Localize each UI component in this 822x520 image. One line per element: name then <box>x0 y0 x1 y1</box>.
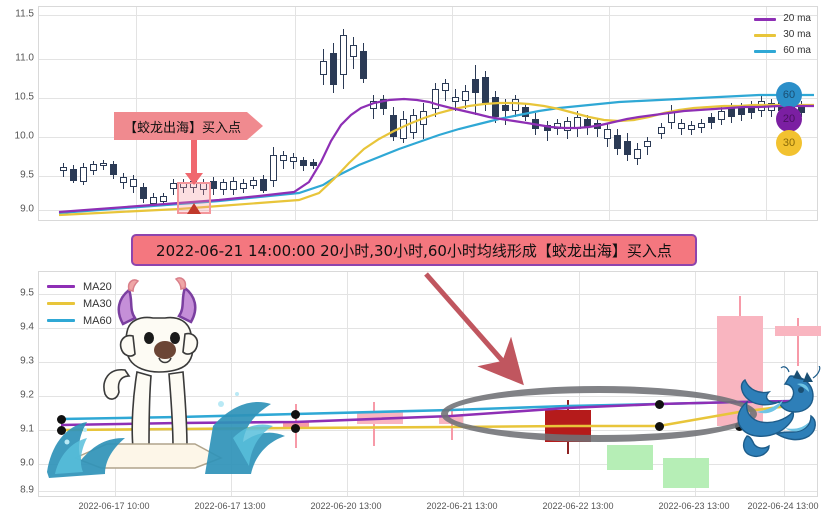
legend-item-ma20: MA20 <box>47 278 112 295</box>
legend-label: 60 ma <box>783 45 811 56</box>
gridline <box>695 272 696 496</box>
gridline <box>39 210 817 211</box>
surfing-dog-wave-image <box>47 277 285 478</box>
ma-point-marker <box>57 426 66 435</box>
top-chart-legend: 20 ma 30 ma 60 ma <box>754 12 811 60</box>
bottom-chart-panel: 9.5 9.4 9.3 9.2 9.1 9.0 8.9 <box>0 268 822 520</box>
gridline <box>579 272 580 496</box>
buy-signal-triangle-icon <box>187 203 201 214</box>
y-tick: 11.0 <box>15 52 34 64</box>
candle-body <box>775 326 821 336</box>
buy-point-callout: 【蛟龙出海】买入点 <box>114 112 264 140</box>
legend-swatch-30ma <box>754 33 777 37</box>
gridline <box>39 59 817 60</box>
badge-30ma: 30 <box>776 130 802 156</box>
bottom-chart-legend: MA20 MA30 MA60 <box>47 278 112 329</box>
y-tick: 9.3 <box>20 355 34 367</box>
callout-arrow-head-icon <box>247 112 264 140</box>
candle-wick <box>797 318 799 366</box>
gridline <box>39 15 817 16</box>
y-tick: 9.5 <box>20 287 34 299</box>
top-ma-lines <box>58 93 814 217</box>
gridline <box>609 7 610 220</box>
legend-item-ma30: MA30 <box>47 295 112 312</box>
legend-item-ma60: MA60 <box>47 312 112 329</box>
legend-label: 30 ma <box>783 29 811 40</box>
legend-item-30ma: 30 ma <box>754 28 811 42</box>
gridline <box>39 137 817 138</box>
gridline <box>39 98 817 99</box>
bottom-chart-y-axis: 9.5 9.4 9.3 9.2 9.1 9.0 8.9 <box>0 268 34 496</box>
y-tick: 11.5 <box>15 8 34 20</box>
top-chart-y-axis: 11.5 11.0 10.5 10.0 9.5 9.0 <box>0 0 34 230</box>
legend-label: MA60 <box>83 314 112 327</box>
gridline <box>39 464 817 465</box>
gridline <box>231 272 232 496</box>
callout-stem <box>191 140 197 176</box>
signal-banner: 2022-06-21 14:00:00 20小时,30小时,60小时均线形成【蛟… <box>131 234 697 266</box>
legend-swatch-60ma <box>754 49 777 53</box>
ma-point-marker <box>291 424 300 433</box>
y-tick: 9.0 <box>20 457 34 469</box>
legend-swatch-ma60 <box>47 319 75 322</box>
legend-swatch-ma20 <box>47 285 75 288</box>
candle-body <box>663 458 709 488</box>
gridline <box>295 7 296 220</box>
badge-60ma: 60 <box>776 82 802 108</box>
y-tick: 8.9 <box>20 484 34 496</box>
legend-swatch-ma30 <box>47 302 75 305</box>
ma-point-marker <box>291 410 300 419</box>
y-tick: 9.0 <box>20 203 34 215</box>
badge-20ma: 20 <box>776 106 802 132</box>
callout-down-arrow-icon <box>185 173 203 185</box>
x-tick: 2022-06-24 13:00 <box>747 501 819 511</box>
y-tick: 10.5 <box>14 91 34 103</box>
x-tick: 2022-06-22 13:00 <box>542 501 614 511</box>
legend-swatch-20ma <box>754 17 777 21</box>
candle-wick <box>373 402 375 446</box>
gridline <box>39 396 817 397</box>
gridline <box>39 491 817 492</box>
x-tick: 2022-06-20 13:00 <box>310 501 382 511</box>
gridline <box>766 7 767 220</box>
x-tick: 2022-06-17 10:00 <box>78 501 150 511</box>
x-tick: 2022-06-17 13:00 <box>194 501 266 511</box>
blue-dragon-image <box>737 366 821 458</box>
bottom-chart-x-axis: 2022-06-17 10:00 2022-06-17 13:00 2022-0… <box>38 501 818 517</box>
legend-label: MA20 <box>83 280 112 293</box>
gridline <box>452 7 453 220</box>
gridline <box>463 272 464 496</box>
y-tick: 9.5 <box>20 169 34 181</box>
top-chart-panel: 11.5 11.0 10.5 10.0 9.5 9.0 <box>0 0 822 230</box>
candle-body <box>607 445 653 470</box>
legend-label: MA30 <box>83 297 112 310</box>
callout-label: 【蛟龙出海】买入点 <box>124 120 242 136</box>
signal-banner-text: 2022-06-21 14:00:00 20小时,30小时,60小时均线形成【蛟… <box>156 241 672 260</box>
top-chart-plot: 【蛟龙出海】买入点 20 ma 30 ma 60 ma <box>38 6 818 221</box>
y-tick: 9.1 <box>20 423 34 435</box>
y-tick: 9.2 <box>20 389 34 401</box>
x-tick: 2022-06-23 13:00 <box>658 501 730 511</box>
x-tick: 2022-06-21 13:00 <box>426 501 498 511</box>
gridline <box>39 176 817 177</box>
y-tick: 9.4 <box>20 321 34 333</box>
convergence-highlight-ellipse <box>441 386 757 442</box>
gridline <box>347 272 348 496</box>
legend-item-60ma: 60 ma <box>754 44 811 58</box>
legend-item-20ma: 20 ma <box>754 12 811 26</box>
bottom-chart-plot: MA20 MA30 MA60 <box>38 271 821 497</box>
y-tick: 10.0 <box>14 130 34 142</box>
legend-label: 20 ma <box>783 13 811 24</box>
gridline <box>39 430 817 431</box>
ma-point-marker <box>57 415 66 424</box>
